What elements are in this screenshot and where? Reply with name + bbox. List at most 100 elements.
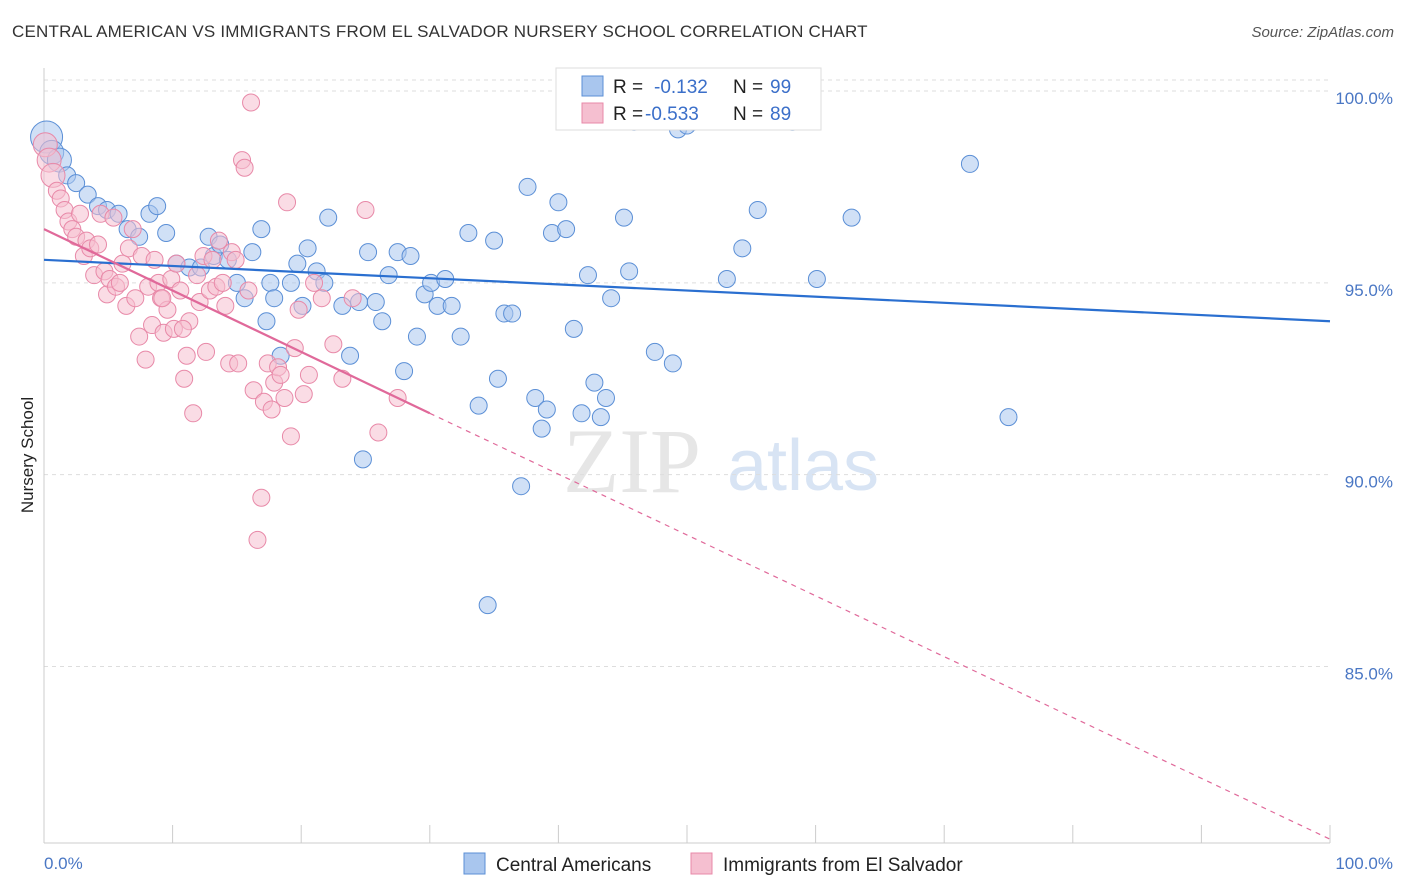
central-americans-point <box>585 373 604 392</box>
el-salvador-point <box>278 193 297 212</box>
el-salvador-point <box>333 369 352 388</box>
el-salvador-point <box>71 204 90 223</box>
x-tick-label: 100.0% <box>1335 854 1393 873</box>
central-americans-point <box>557 220 576 239</box>
el-salvador-point <box>229 354 248 373</box>
data-points <box>30 82 1018 615</box>
chart-title: CENTRAL AMERICAN VS IMMIGRANTS FROM EL S… <box>12 22 868 41</box>
x-tick-label: 0.0% <box>44 854 83 873</box>
el-salvador-point <box>239 281 258 300</box>
central-americans-point <box>281 273 300 292</box>
el-salvador-point <box>104 208 123 227</box>
stats-legend-r-value-0: -0.132 <box>654 77 708 98</box>
watermark-atlas: atlas <box>727 426 879 506</box>
central-americans-point <box>999 408 1018 427</box>
el-salvador-point <box>203 250 222 269</box>
el-salvador-point <box>184 404 203 423</box>
central-americans-point <box>526 388 545 407</box>
y-axis-title: Nursery School <box>18 397 37 513</box>
series-legend: Central Americans Immigrants from El Sal… <box>463 852 963 876</box>
central-americans-point <box>341 346 360 365</box>
el-salvador-point <box>252 488 271 507</box>
el-salvador-trend-line <box>43 228 431 415</box>
central-americans-point <box>960 154 979 173</box>
stats-legend: R = -0.132 N = 99 R = -0.533 N = 89 <box>555 67 822 131</box>
central-americans-point <box>401 246 420 265</box>
stats-legend-swatch-pink <box>581 102 604 124</box>
central-americans-point <box>78 185 97 204</box>
central-americans-point <box>359 243 378 262</box>
el-salvador-point <box>177 346 196 365</box>
el-salvador-point <box>305 273 324 292</box>
el-salvador-point <box>153 289 172 308</box>
el-salvador-point <box>248 530 267 549</box>
chart-source: Source: ZipAtlas.com <box>1251 24 1394 41</box>
central-americans-point <box>512 477 531 496</box>
central-americans-point <box>748 200 767 219</box>
el-salvador-point <box>188 266 207 285</box>
el-salvador-point <box>275 388 294 407</box>
central-americans-point <box>265 289 284 308</box>
legend-swatch-el-salvador <box>690 852 713 875</box>
stats-legend-n-value-0: 99 <box>770 77 791 98</box>
el-salvador-point <box>244 381 263 400</box>
stats-legend-r-label-1: R = <box>613 104 643 125</box>
central-americans-point <box>620 262 639 281</box>
el-salvador-point <box>126 289 145 308</box>
central-americans-point <box>257 312 276 331</box>
el-salvador-point <box>136 350 155 369</box>
el-salvador-point <box>262 400 281 419</box>
central-americans-point <box>645 342 664 361</box>
el-salvador-point <box>173 319 192 338</box>
stats-legend-n-label-0: N = <box>733 77 763 98</box>
central-americans-point <box>451 327 470 346</box>
stats-legend-r-value-1: -0.533 <box>645 104 699 125</box>
el-salvador-point <box>369 423 388 442</box>
central-americans-point <box>602 289 621 308</box>
el-salvador-point <box>281 427 300 446</box>
el-salvador-point <box>324 335 343 354</box>
central-americans-point <box>532 419 551 438</box>
el-salvador-point <box>123 220 142 239</box>
central-americans-point <box>549 193 568 212</box>
el-salvador-point <box>356 200 375 219</box>
central-americans-point <box>537 400 556 419</box>
el-salvador-point <box>343 289 362 308</box>
central-americans-point <box>842 208 861 227</box>
el-salvador-point <box>271 365 290 384</box>
stats-legend-n-label-1: N = <box>733 104 763 125</box>
el-salvador-point <box>299 365 318 384</box>
central-americans-point <box>252 220 271 239</box>
el-salvador-point <box>209 231 228 250</box>
central-americans-point <box>591 408 610 427</box>
central-americans-point <box>148 197 167 216</box>
central-americans-point <box>373 312 392 331</box>
central-americans-point <box>478 596 497 615</box>
el-salvador-point <box>175 369 194 388</box>
legend-label-central-americans: Central Americans <box>496 855 651 876</box>
central-americans-point <box>319 208 338 227</box>
central-americans-point <box>459 223 478 242</box>
el-salvador-point <box>294 385 313 404</box>
central-americans-point <box>717 270 736 289</box>
central-americans-point <box>596 388 615 407</box>
el-salvador-point <box>89 235 108 254</box>
central-americans-point <box>442 296 461 315</box>
central-americans-point <box>243 243 262 262</box>
el-salvador-point <box>130 327 149 346</box>
el-salvador-point <box>216 296 235 315</box>
central-americans-point <box>485 231 504 250</box>
stats-legend-r-label-0: R = <box>613 77 643 98</box>
central-americans-point <box>353 450 372 469</box>
central-americans-point <box>288 254 307 273</box>
el-salvador-point <box>167 254 186 273</box>
el-salvador-point <box>312 289 331 308</box>
el-salvador-point <box>110 273 129 292</box>
central-americans-point <box>157 223 176 242</box>
legend-swatch-central-americans <box>463 852 486 875</box>
stats-legend-n-value-1: 89 <box>770 104 791 125</box>
central-americans-point <box>807 270 826 289</box>
el-salvador-point <box>197 342 216 361</box>
legend-label-el-salvador: Immigrants from El Salvador <box>723 855 963 876</box>
